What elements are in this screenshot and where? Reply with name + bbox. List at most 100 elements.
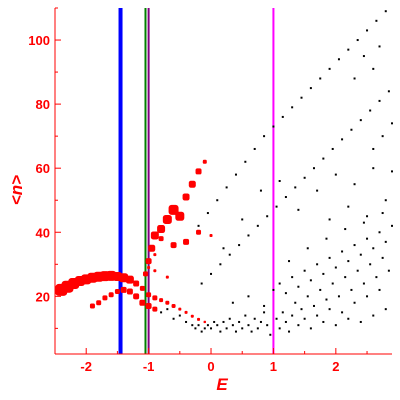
red-point-12 [133,280,140,287]
red-point-20 [184,310,188,314]
black-point-142 [366,215,369,218]
black-point-23 [247,324,250,327]
black-point-128 [375,19,378,22]
red-point-47 [147,266,151,269]
red-point-33 [145,302,152,309]
black-point-54 [347,317,350,320]
black-point-39 [300,308,303,311]
red-point-22 [197,317,201,321]
red-point-25 [96,300,102,306]
red-point-45 [195,168,202,175]
black-point-154 [381,135,384,138]
red-point-18 [171,303,176,308]
black-point-16 [225,327,228,330]
black-point-118 [281,115,284,118]
black-point-150 [344,228,347,231]
red-point-39 [157,225,166,234]
black-point-155 [391,122,393,125]
red-point-37 [148,244,156,252]
black-point-24 [250,330,253,333]
black-point-18 [231,324,234,327]
black-point-137 [353,183,356,186]
black-point-96 [275,205,278,208]
black-point-121 [309,87,312,90]
red-point-52 [196,229,202,235]
red-point-29 [120,286,127,293]
black-point-14 [219,330,222,333]
black-point-78 [334,266,337,269]
black-point-125 [347,48,350,51]
black-point-1 [166,308,169,311]
black-point-99 [303,176,306,179]
black-point-132 [259,189,262,192]
black-point-68 [272,288,275,291]
red-point-55 [165,275,169,279]
black-point-112 [225,186,228,189]
black-point-49 [331,282,334,285]
red-point-36 [145,258,152,265]
black-point-70 [284,292,287,295]
black-points [160,10,393,336]
black-point-74 [309,279,312,282]
black-point-145 [247,295,250,298]
black-point-29 [266,324,269,327]
red-point-26 [102,295,108,301]
black-point-32 [278,327,281,330]
red-point-24 [89,303,95,309]
black-point-31 [275,317,278,320]
black-point-33 [281,311,284,314]
black-point-37 [294,301,297,304]
black-point-2 [172,317,175,320]
black-point-6 [194,327,197,330]
y-tick-label-0: 20 [36,289,50,304]
black-point-17 [228,317,231,320]
red-point-54 [153,269,157,273]
black-point-84 [372,247,375,250]
black-point-45 [319,288,322,291]
red-point-13 [139,285,145,291]
black-point-64 [378,288,381,291]
red-point-31 [133,293,140,300]
black-point-63 [375,276,378,279]
black-point-90 [219,263,222,266]
black-point-108 [387,90,390,93]
red-point-48 [153,253,157,257]
black-point-147 [288,260,291,263]
red-point-46 [202,159,207,164]
black-point-86 [384,240,387,243]
black-point-25 [253,317,256,320]
y-axis-label: <n> [7,175,26,205]
black-point-20 [238,320,241,323]
red-point-11 [125,275,134,284]
black-point-22 [244,314,247,317]
black-point-41 [306,295,309,298]
black-point-44 [316,314,319,317]
black-point-56 [353,301,356,304]
black-point-81 [353,244,356,247]
black-point-106 [369,109,372,112]
black-point-104 [350,128,353,131]
red-point-30 [126,288,133,295]
red-point-53 [209,233,213,237]
y-tick-label-4: 100 [28,33,50,48]
black-point-75 [316,263,319,266]
black-point-35 [288,330,291,333]
red-point-28 [114,289,120,295]
black-point-50 [334,324,337,327]
black-point-113 [234,173,237,176]
red-point-42 [175,211,185,221]
black-point-135 [316,189,319,192]
black-point-30 [269,333,272,336]
black-point-138 [372,167,375,170]
black-point-7 [197,324,200,327]
black-point-13 [216,324,219,327]
black-point-43 [312,304,315,307]
black-point-12 [213,320,216,323]
black-point-88 [200,282,203,285]
black-point-19 [234,330,237,333]
black-point-153 [372,147,375,150]
black-point-10 [206,324,209,327]
black-point-87 [391,224,393,227]
black-point-120 [300,96,303,99]
black-point-67 [387,269,390,272]
